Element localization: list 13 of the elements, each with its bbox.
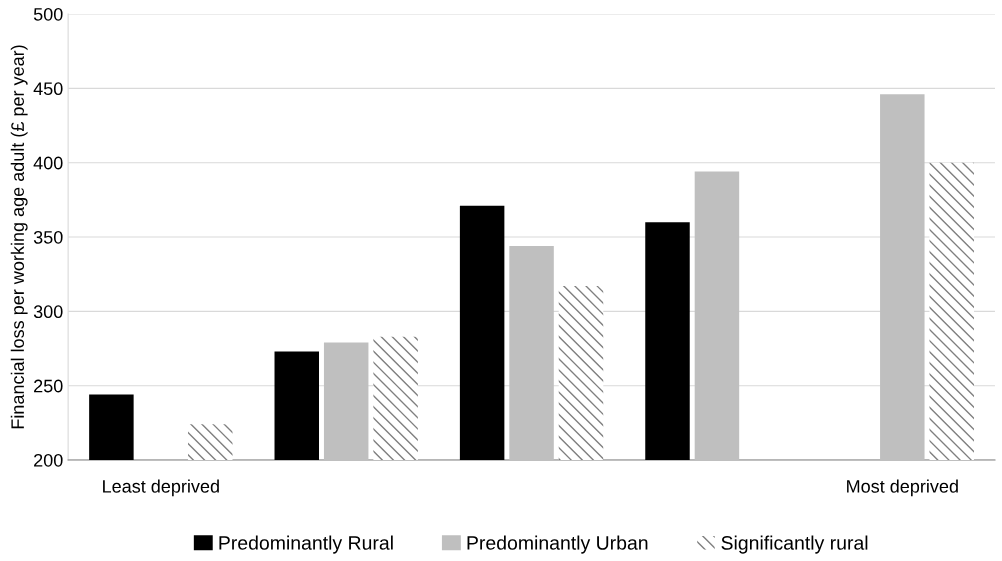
y-axis-title: Financial loss per working age adult (£ per year) — [10, 45, 28, 429]
y-tick-label: 350 — [33, 230, 63, 244]
x-tick-label: Least deprived — [103, 479, 219, 497]
y-tick-label: 250 — [34, 379, 63, 393]
y-tick-label: 400 — [33, 156, 63, 170]
legend-label: Predominantly Urban — [467, 535, 648, 554]
x-tick-label: Most deprived — [847, 479, 958, 497]
legend-label: Predominantly Rural — [219, 535, 393, 554]
y-tick-label: 500 — [33, 7, 63, 21]
y-tick-label: 450 — [33, 82, 63, 96]
y-tick-label: 300 — [33, 305, 63, 319]
legend-label: Significantly rural — [721, 535, 868, 554]
y-tick-label: 200 — [34, 453, 63, 467]
